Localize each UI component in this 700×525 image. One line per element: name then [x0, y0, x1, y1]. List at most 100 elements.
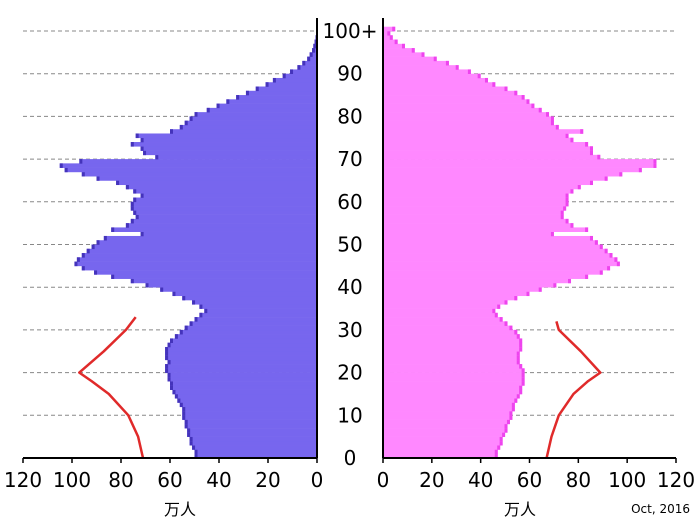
bar-age-30: [184, 325, 317, 331]
bar-edge-age-6: [187, 428, 191, 433]
bar-age-63: [125, 184, 318, 190]
bar-edge-age-89: [477, 73, 481, 79]
bar-age-75: [383, 133, 569, 139]
overlay-line-left: [78, 316, 145, 459]
x-tick-label-right: 80: [566, 468, 591, 492]
bar-age-44: [81, 265, 317, 271]
bar-edge-age-48: [604, 248, 608, 254]
bar-edge-age-18: [521, 376, 525, 382]
bar-edge-age-47: [81, 253, 85, 258]
bar-age-43: [383, 270, 603, 275]
age-tick-label: 40: [337, 275, 362, 299]
bar-edge-age-69: [653, 159, 657, 164]
bar-edge-age-63: [125, 184, 129, 190]
bar-edge-age-5: [502, 432, 506, 437]
bar-age-49: [383, 244, 603, 250]
bar-age-82: [216, 103, 317, 109]
bar-edge-age-99: [387, 31, 391, 36]
bar-edge-age-77: [179, 124, 183, 130]
bar-age-31: [189, 321, 317, 326]
bar-age-15: [383, 389, 523, 395]
bar-age-45: [383, 261, 620, 267]
bar-edge-age-94: [421, 52, 425, 57]
bar-age-79: [189, 116, 317, 121]
bar-age-24: [383, 351, 520, 356]
bar-edge-age-75: [135, 133, 139, 139]
bar-age-55: [130, 218, 317, 224]
bar-age-71: [383, 150, 593, 156]
bar-age-87: [265, 82, 317, 87]
bar-edge-age-51: [103, 235, 107, 241]
bar-age-34: [383, 308, 496, 314]
bar-edge-age-67: [64, 167, 68, 173]
right-unit-label: 万人: [504, 500, 536, 519]
age-tick-label: 100+: [323, 19, 378, 43]
bar-edge-age-8: [506, 419, 510, 425]
bar-age-3: [383, 440, 503, 446]
bar-edge-age-0: [494, 453, 498, 459]
bar-age-87: [383, 82, 496, 87]
bar-edge-age-36: [192, 300, 196, 305]
bar-age-31: [383, 321, 508, 326]
bar-age-73: [383, 142, 589, 147]
bar-edge-age-25: [165, 346, 169, 352]
bar-age-69: [383, 159, 657, 164]
bar-edge-age-5: [187, 432, 191, 437]
bar-age-5: [187, 432, 317, 437]
bar-age-62: [383, 188, 574, 194]
bar-age-58: [383, 206, 567, 211]
bar-age-91: [383, 65, 459, 70]
bar-edge-age-20: [521, 368, 525, 373]
bar-age-21: [165, 364, 317, 369]
x-tick-label-right: 120: [657, 468, 695, 492]
bar-age-81: [383, 107, 542, 113]
bar-age-0: [383, 453, 498, 459]
bar-edge-age-12: [511, 402, 515, 408]
bar-edge-age-86: [255, 86, 259, 92]
bar-edge-age-30: [184, 325, 188, 331]
bar-edge-age-66: [619, 171, 623, 177]
bar-edge-age-8: [184, 419, 188, 425]
bar-age-32: [194, 317, 317, 322]
bar-age-59: [383, 201, 569, 207]
bar-age-26: [167, 342, 317, 348]
bar-age-8: [184, 419, 317, 425]
bar-edge-age-6: [504, 428, 508, 433]
x-tick-label-right: 0: [377, 468, 390, 492]
bar-edge-age-74: [140, 137, 144, 143]
bar-age-24: [165, 351, 317, 356]
bar-age-48: [383, 248, 608, 254]
bar-edge-age-7: [504, 423, 508, 429]
bar-edge-age-10: [182, 411, 186, 416]
bar-age-47: [81, 253, 317, 258]
bar-edge-age-44: [81, 265, 85, 271]
bar-edge-age-78: [550, 120, 554, 126]
bar-edge-age-34: [492, 308, 496, 314]
bar-edge-age-3: [499, 440, 503, 446]
bar-edge-age-27: [519, 338, 523, 344]
bar-age-17: [170, 381, 317, 386]
bar-age-40: [383, 282, 557, 288]
bar-edge-age-21: [519, 364, 523, 369]
bar-age-76: [383, 129, 584, 134]
bar-age-28: [383, 334, 520, 339]
bar-edge-age-19: [521, 372, 525, 378]
bar-edge-age-17: [170, 381, 173, 386]
bar-edge-age-36: [504, 300, 508, 305]
bar-age-61: [383, 193, 569, 198]
bar-edge-age-94: [309, 52, 313, 57]
bar-age-12: [179, 402, 317, 408]
bar-age-83: [383, 99, 530, 104]
bar-edge-age-56: [560, 214, 564, 220]
age-tick-label: 90: [337, 62, 362, 86]
x-tick-label-left: 120: [4, 468, 42, 492]
bar-edge-age-13: [177, 398, 181, 403]
bar-edge-age-60: [133, 197, 137, 203]
bar-edge-age-38: [526, 291, 530, 297]
bar-age-58: [130, 206, 317, 211]
bar-edge-age-49: [599, 244, 603, 250]
bar-edge-age-41: [130, 278, 134, 284]
bar-age-46: [76, 257, 318, 262]
